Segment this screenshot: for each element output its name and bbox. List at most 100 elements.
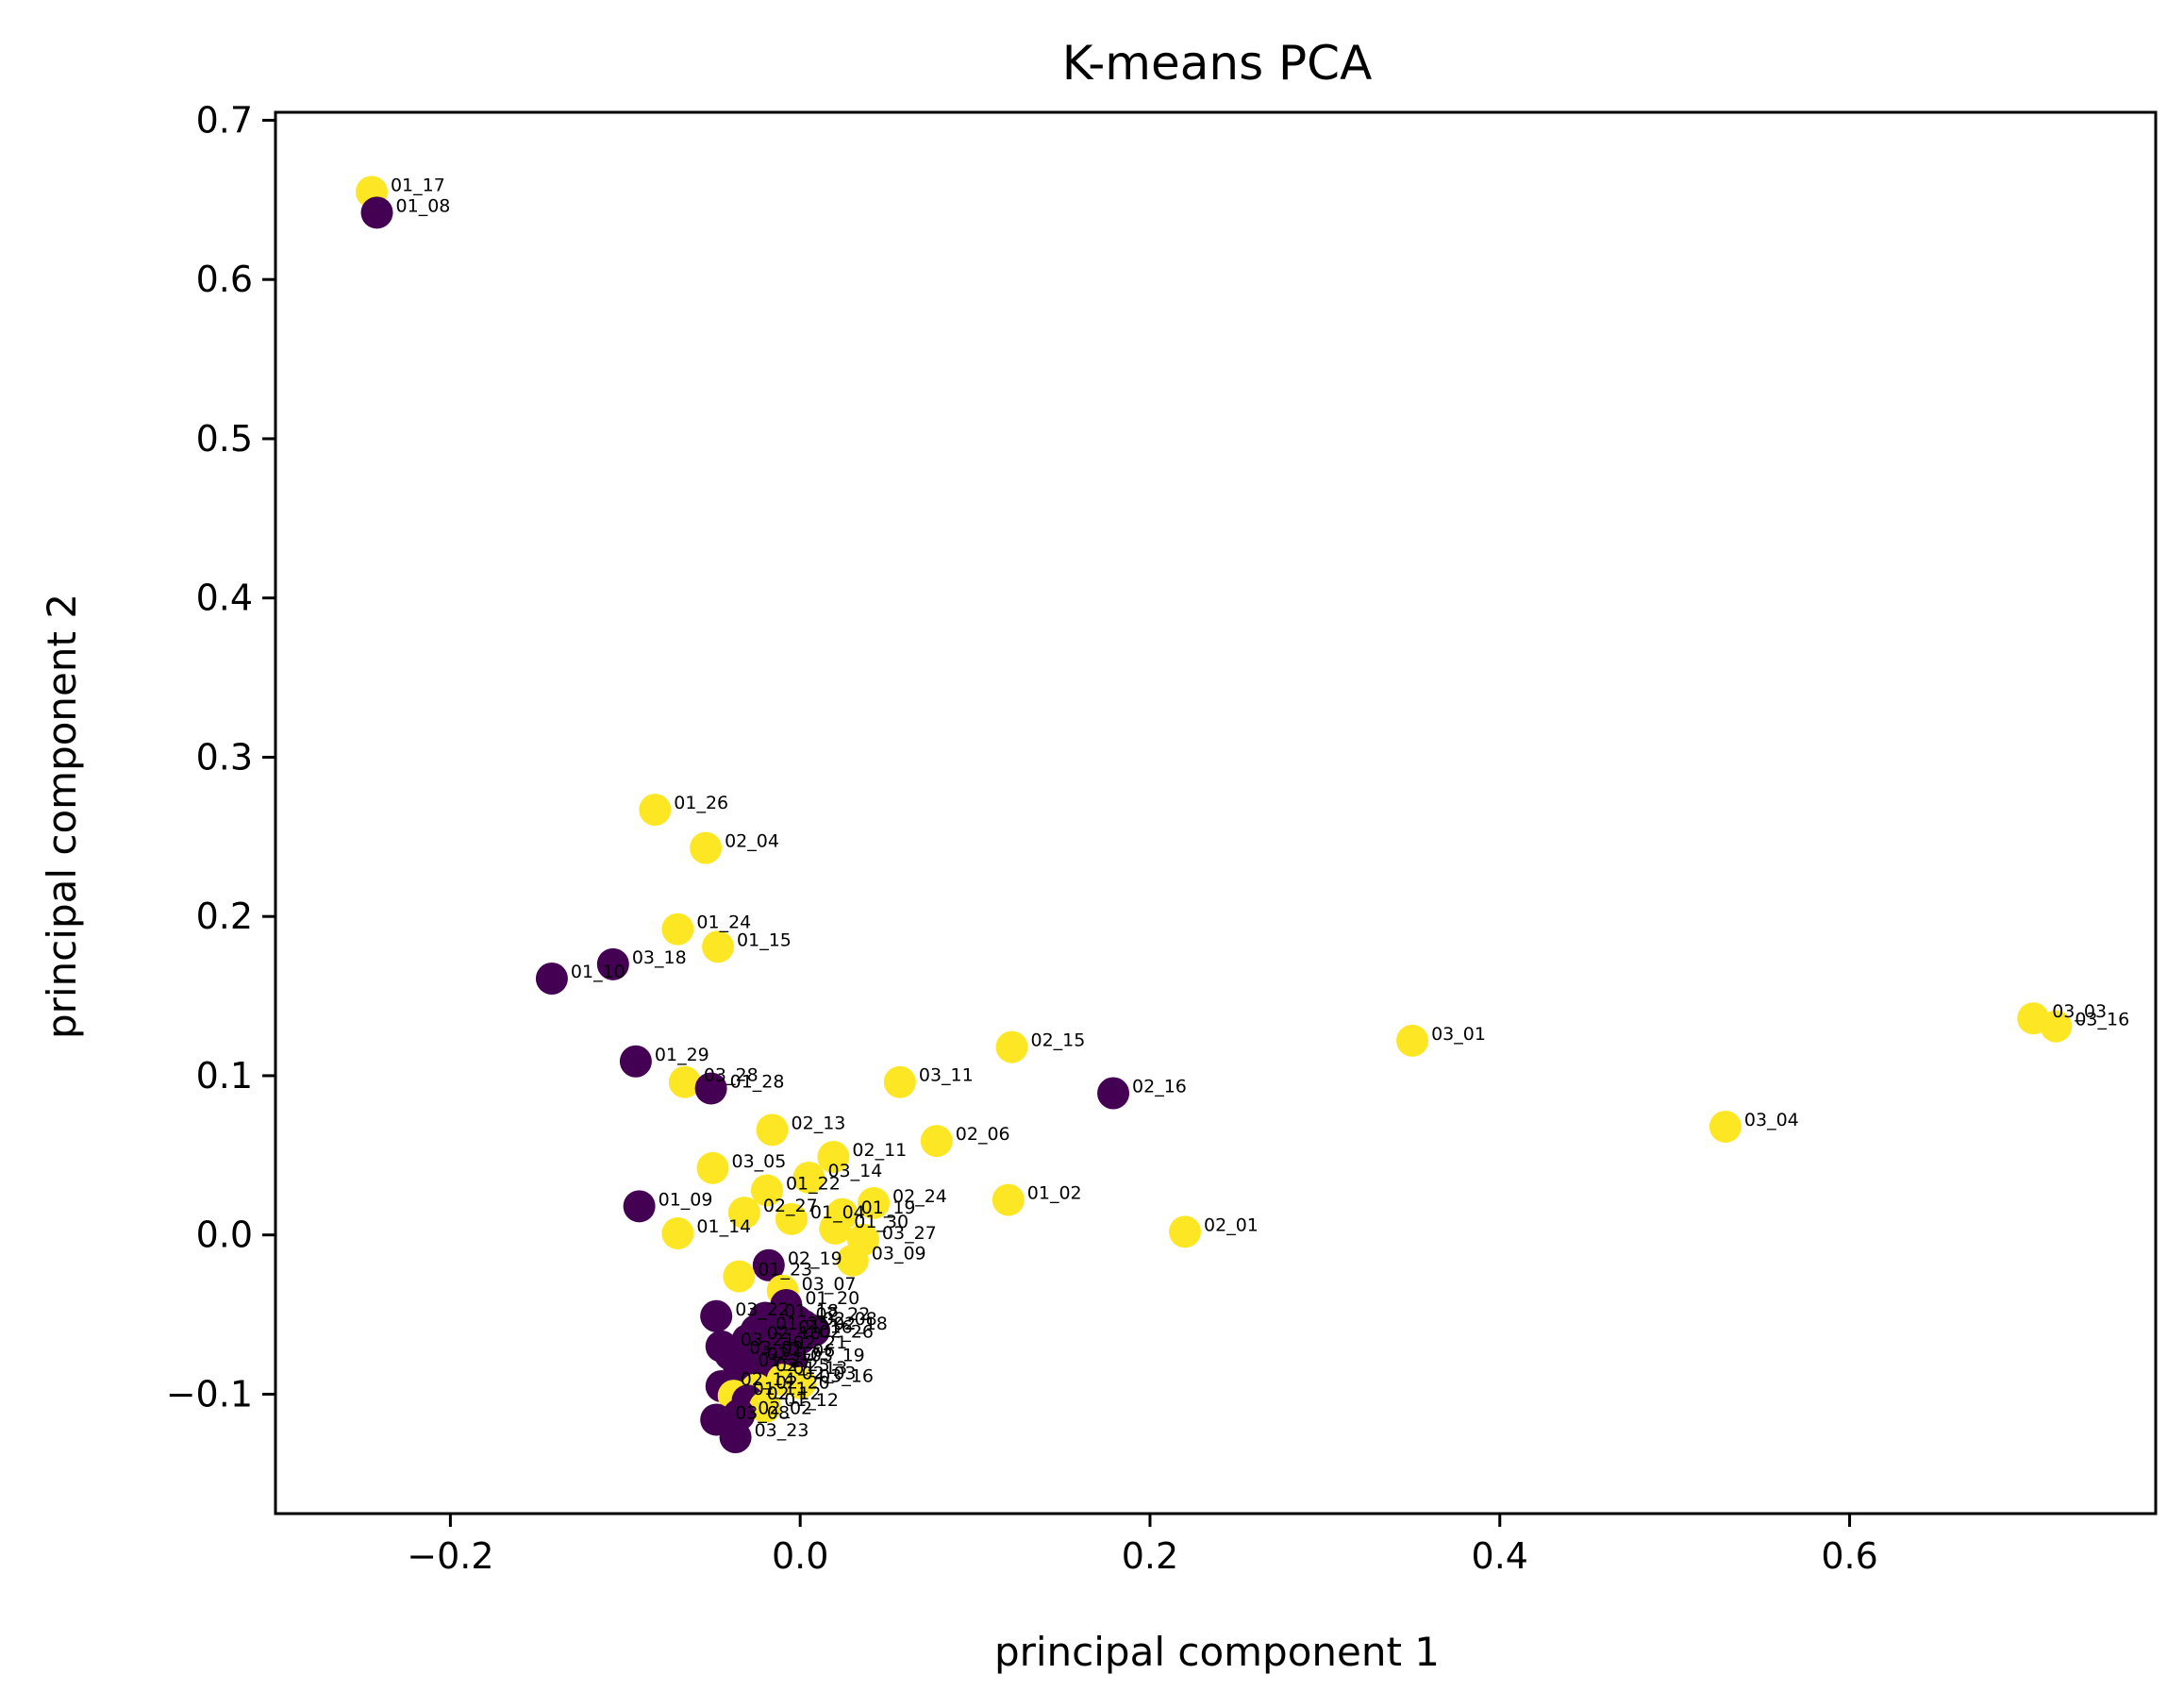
point-label: 03_05 <box>731 1151 786 1172</box>
point-label: 03_27 <box>882 1223 937 1244</box>
point-label: 01_13 <box>792 1358 847 1379</box>
point-label: 03_18 <box>632 947 687 968</box>
y-axis-label: principal component 2 <box>39 594 85 1039</box>
point-label: 02_02 <box>758 1398 812 1418</box>
point-label: 03_02 <box>749 1337 804 1358</box>
y-tick-label: −0.1 <box>166 1373 253 1415</box>
point-label: 02_13 <box>792 1113 846 1133</box>
point-label: 01_25 <box>775 1314 830 1334</box>
point-label: 02_16 <box>1132 1077 1187 1097</box>
point-label: 03_28 <box>704 1065 759 1086</box>
data-point <box>792 1161 825 1194</box>
data-point <box>702 930 735 963</box>
x-tick-label: 0.2 <box>1122 1535 1178 1577</box>
point-label: 02_25 <box>775 1355 830 1376</box>
data-point <box>992 1183 1025 1216</box>
data-point <box>696 1151 729 1184</box>
y-tick-label: 0.3 <box>196 736 253 778</box>
data-point <box>700 1299 733 1332</box>
data-point <box>883 1065 916 1098</box>
y-tick-label: 0.0 <box>196 1214 253 1256</box>
point-label: 01_11 <box>753 1379 808 1399</box>
point-label: 03_19 <box>810 1346 865 1366</box>
point-label: 01_27 <box>758 1350 812 1371</box>
data-point <box>756 1114 789 1147</box>
data-point <box>596 947 629 980</box>
point-label: 02_04 <box>725 831 779 852</box>
point-label: 03_22 <box>735 1299 790 1320</box>
point-label: 02_10 <box>767 1323 822 1344</box>
data-point <box>749 1390 782 1423</box>
x-tick-label: 0.4 <box>1472 1535 1528 1577</box>
points-layer <box>355 176 2073 1453</box>
point-label: 01_09 <box>659 1189 713 1210</box>
point-label: 02_24 <box>892 1186 947 1207</box>
point-label: 01_08 <box>396 195 451 216</box>
point-label: 02_21 <box>792 1332 847 1353</box>
point-label: 03_16 <box>2075 1010 2129 1030</box>
data-point <box>784 1366 817 1399</box>
point-label: 02_01 <box>1204 1214 1259 1235</box>
data-point <box>2040 1010 2073 1043</box>
point-label: 02_20 <box>775 1372 830 1393</box>
y-tick-label: 0.5 <box>196 418 253 460</box>
data-point <box>661 913 694 946</box>
y-tick-label: 0.1 <box>196 1055 253 1097</box>
point-label: 02_26 <box>819 1321 874 1342</box>
y-tick-label: 0.7 <box>196 99 253 141</box>
x-axis-label: principal component 1 <box>994 1629 1440 1675</box>
y-tick-label: 0.6 <box>196 259 253 300</box>
point-label: 01_29 <box>655 1045 709 1065</box>
data-point <box>1709 1110 1742 1143</box>
point-label: 03_21 <box>741 1330 795 1350</box>
point-label: 03_03 <box>2052 1001 2107 1022</box>
data-point <box>623 1190 656 1223</box>
point-label: 02_11 <box>852 1140 907 1161</box>
point-label: 03_07 <box>802 1274 857 1295</box>
data-point <box>694 1072 727 1105</box>
point-label: 02_06 <box>956 1124 1010 1145</box>
point-label: 01_16 <box>798 1316 853 1337</box>
point-label: 01_18 <box>784 1300 839 1321</box>
x-tick-label: −0.2 <box>407 1535 493 1577</box>
point-label: 01_10 <box>571 962 625 982</box>
point-label: 02_19 <box>788 1248 842 1269</box>
data-point <box>723 1260 756 1293</box>
data-point <box>817 1141 850 1173</box>
point-label: 02_17 <box>767 1344 822 1365</box>
data-point <box>668 1065 701 1098</box>
point-label: 01_23 <box>758 1260 812 1281</box>
point-label: 01_17 <box>391 175 445 195</box>
point-label: 03_11 <box>919 1065 974 1086</box>
data-point <box>775 1202 808 1235</box>
point-label: 01_20 <box>805 1288 859 1309</box>
point-label: 03_09 <box>872 1244 926 1264</box>
point-label: 02_15 <box>1031 1030 1086 1051</box>
plot-frame <box>274 110 2158 1515</box>
point-label: 01_26 <box>674 793 728 813</box>
data-point <box>1097 1077 1130 1110</box>
point-label: 02_03 <box>802 1363 857 1383</box>
data-point <box>661 1217 694 1249</box>
chart-title: K-means PCA <box>1062 36 1373 91</box>
point-label: 01_15 <box>737 929 792 950</box>
point-label: 03_14 <box>827 1161 882 1181</box>
data-point <box>920 1125 953 1158</box>
data-point <box>639 794 672 827</box>
data-point <box>719 1421 752 1453</box>
point-label: 01_04 <box>810 1202 865 1223</box>
x-axis: −0.2 0.0 0.2 0.4 0.6 <box>407 1514 1878 1577</box>
data-point <box>360 196 393 229</box>
y-axis: −0.1 0.0 0.1 0.2 0.3 0.4 0.5 0.6 0.7 <box>166 99 275 1415</box>
point-label: 01_19 <box>861 1197 916 1218</box>
point-label: 01_02 <box>1027 1183 1082 1204</box>
point-label: 03_08 <box>735 1402 790 1423</box>
point-label: 02_14 <box>741 1369 795 1390</box>
point-label: 01_14 <box>696 1216 751 1237</box>
data-point <box>1169 1215 1202 1248</box>
point-label: 01_12 <box>784 1390 839 1411</box>
point-label: 02_08 <box>823 1309 877 1330</box>
y-tick-label: 0.4 <box>196 578 253 619</box>
data-point <box>836 1244 869 1277</box>
